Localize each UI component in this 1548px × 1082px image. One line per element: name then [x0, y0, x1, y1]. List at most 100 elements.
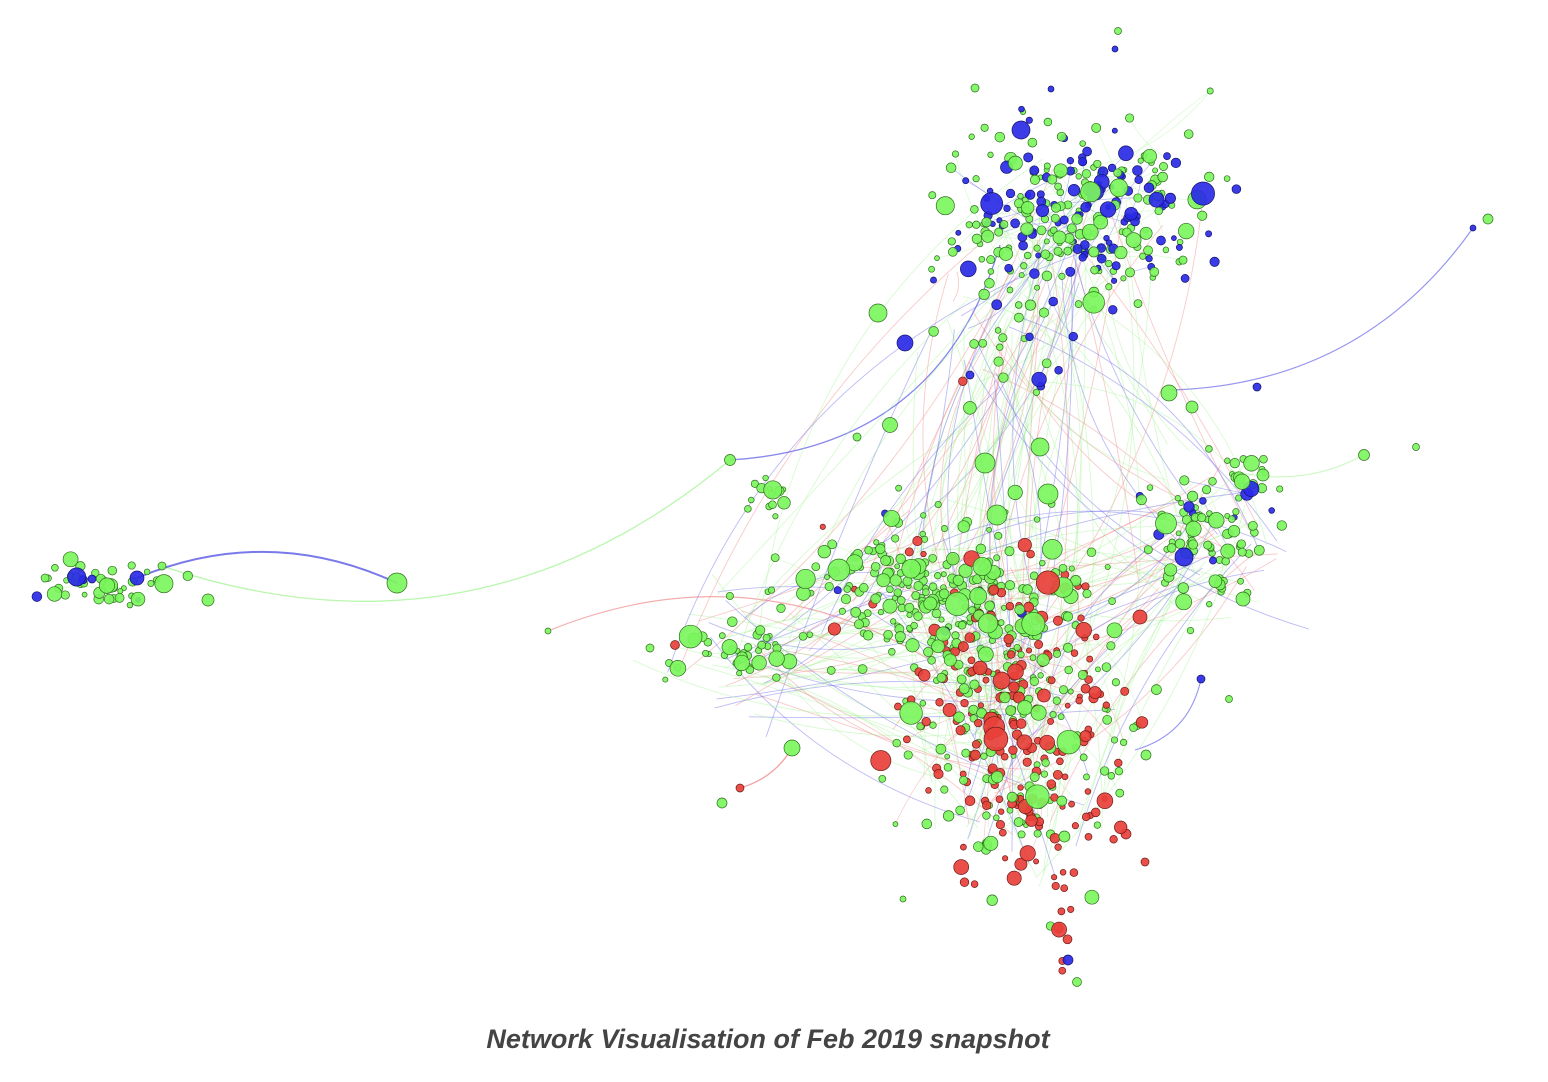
network-node-red — [1046, 779, 1057, 789]
network-node-green — [1056, 729, 1081, 755]
network-node-green — [843, 585, 852, 593]
network-node-blue — [1004, 263, 1014, 273]
network-node-blue — [31, 591, 43, 602]
network-node-green — [1039, 559, 1046, 567]
network-node-green — [1143, 245, 1153, 256]
network-node-green — [1235, 591, 1251, 607]
network-node-green — [1058, 272, 1066, 280]
network-node-red — [1025, 647, 1033, 654]
network-node-green — [1017, 193, 1024, 200]
network-node-green — [1082, 589, 1092, 599]
network-node-green — [1029, 174, 1041, 185]
network-node-red — [972, 660, 988, 676]
network-node-green — [972, 175, 980, 183]
network-node-green — [755, 625, 766, 636]
network-node-green — [768, 500, 777, 509]
network-node-green — [1063, 642, 1073, 653]
network-edge — [969, 362, 1310, 630]
network-node-green — [911, 591, 921, 601]
network-edge — [756, 646, 977, 701]
network-node-green — [81, 591, 88, 598]
network-edge — [1009, 517, 1216, 750]
network-node-green — [1120, 275, 1127, 282]
network-node-green — [386, 572, 408, 594]
network-node-green — [987, 268, 995, 275]
network-node-blue — [1025, 116, 1033, 124]
network-node-blue — [1171, 235, 1177, 241]
network-node-blue — [1018, 240, 1028, 251]
network-node-green — [1067, 688, 1074, 695]
network-node-red — [1023, 601, 1035, 613]
network-node-red — [977, 702, 984, 709]
network-node-green — [1033, 244, 1041, 252]
network-node-red — [827, 622, 841, 636]
network-node-green — [1052, 230, 1067, 245]
network-node-green — [928, 191, 937, 200]
network-node-green — [922, 588, 930, 597]
network-edge — [717, 184, 1095, 595]
network-node-blue — [1072, 244, 1083, 254]
network-node-red — [958, 641, 969, 652]
network-node-red — [819, 523, 826, 530]
network-node-green — [928, 265, 935, 273]
network-node-red — [1077, 614, 1085, 622]
network-node-green — [953, 711, 965, 723]
network-node-red — [894, 702, 902, 711]
network-node-green — [1041, 270, 1053, 282]
network-node-red — [1049, 832, 1061, 844]
network-node-green — [991, 770, 1004, 784]
network-node-red — [918, 669, 931, 682]
network-node-green — [956, 674, 967, 685]
network-node-green — [998, 372, 1009, 383]
network-node-green — [1072, 977, 1082, 987]
network-node-green — [1142, 148, 1157, 164]
network-node-red — [1081, 812, 1091, 822]
network-node-blue — [1029, 268, 1040, 279]
network-node-green — [1004, 546, 1015, 557]
network-node-blue — [1111, 127, 1118, 134]
network-node-green — [951, 631, 960, 640]
network-node-red — [1092, 633, 1100, 641]
network-node-red — [1114, 820, 1128, 834]
network-node-green — [986, 894, 998, 906]
network-node-green — [1088, 246, 1100, 258]
network-node-green — [1029, 772, 1040, 782]
network-node-red — [1075, 622, 1092, 639]
network-node-green — [1043, 238, 1050, 245]
network-node-blue — [1054, 366, 1063, 375]
network-node-green — [1197, 210, 1208, 221]
network-node-green — [1052, 696, 1061, 705]
network-node-green — [1084, 889, 1100, 905]
network-node-green — [968, 133, 975, 140]
network-node-green — [1058, 830, 1071, 843]
network-node-green — [994, 531, 1003, 540]
network-node-green — [944, 753, 951, 760]
network-node-green — [1113, 168, 1123, 178]
network-edge — [677, 211, 1020, 674]
network-node-green — [1053, 246, 1063, 256]
network-node-green — [1099, 766, 1110, 776]
network-node-blue — [833, 586, 842, 595]
network-node-green — [1151, 684, 1162, 695]
network-edge — [791, 218, 1041, 599]
network-node-green — [1021, 611, 1046, 636]
network-node-green — [733, 654, 750, 671]
network-node-green — [1095, 666, 1101, 673]
network-node-green — [1133, 299, 1143, 308]
network-node-green — [1164, 563, 1178, 577]
network-edge — [1033, 364, 1180, 609]
network-node-green — [1040, 770, 1049, 778]
network-node-blue — [1118, 145, 1134, 162]
network-node-green — [1081, 169, 1092, 179]
network-edge — [1041, 381, 1255, 498]
network-node-red — [960, 698, 969, 708]
network-node-green — [776, 603, 786, 613]
network-node-green — [868, 303, 888, 323]
network-node-green — [1091, 122, 1102, 133]
network-node-red — [1033, 858, 1040, 865]
network-node-green — [1133, 193, 1143, 203]
network-node-red — [1003, 633, 1014, 645]
network-node-green — [870, 593, 881, 605]
network-node-green — [1054, 182, 1062, 191]
network-node-blue — [1132, 165, 1143, 176]
